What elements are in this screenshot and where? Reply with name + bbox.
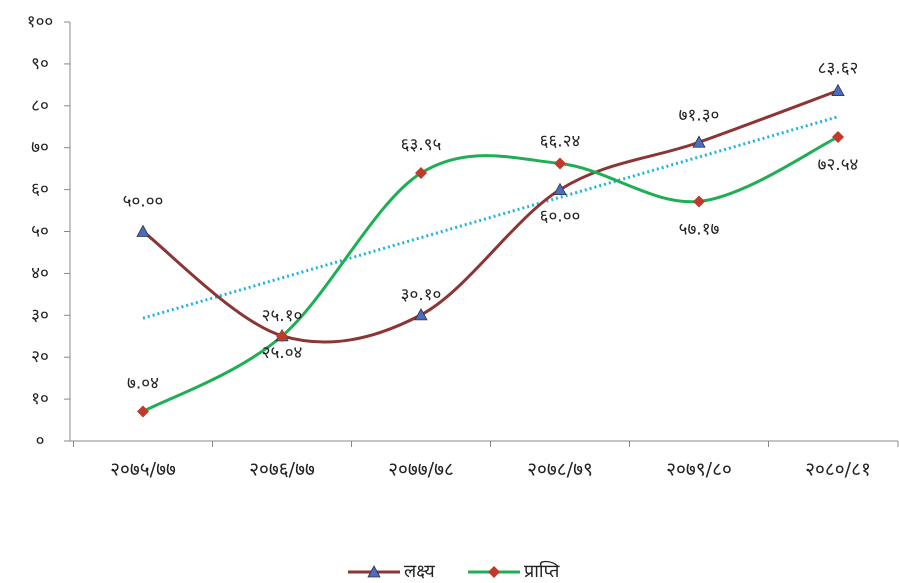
series-line [142,89,839,344]
data-point [276,330,288,343]
y-tick-label: ६० [31,180,49,200]
y-tick-label: २० [31,347,49,367]
data-point [553,182,567,195]
series-line [142,135,839,413]
x-tick-label: २०८०/८१ [805,459,871,481]
x-tick-label: २०७८/७९ [527,459,593,481]
data-point [554,157,566,170]
y-tick-label: ९० [31,54,49,74]
x-tick-label: २०७६/७७ [249,459,315,481]
data-label: ८३.६२ [818,59,859,79]
data-label: ३०.१० [401,285,442,305]
data-point [137,405,149,418]
trendline [142,115,839,320]
data-point [415,167,427,180]
data-label: ७.०४ [127,374,159,394]
legend-marker [367,565,381,578]
x-tick-label: २०७७/७८ [388,459,454,481]
legend-marker [488,566,500,578]
data-point [832,131,844,144]
data-label: ७१.३० [679,105,720,125]
data-label: ६३.९५ [401,135,442,155]
y-tick-label: ८० [31,96,49,116]
data-label: ६६.२४ [540,131,581,151]
legend-label: प्राप्ति [524,560,560,582]
data-point [693,195,705,208]
data-point [136,224,150,237]
data-point [692,135,706,148]
data-label: ५०.०० [123,192,164,212]
data-point [831,83,845,97]
data-label: ७२.५४ [818,155,859,175]
y-tick-label: ० [36,431,45,451]
data-label: ५७.१७ [679,219,720,239]
x-tick-label: २०७५/७७ [110,459,176,481]
data-label: ६०.०० [540,207,581,227]
y-tick-label: ५० [31,222,49,242]
y-tick-label: ७० [31,138,49,158]
y-tick-label: १० [31,389,49,409]
data-point [414,308,428,321]
y-tick-label: ४० [31,263,49,283]
data-label: २५.१० [262,306,303,326]
legend-label: लक्ष्य [404,561,435,582]
data-label: २५.०४ [262,343,303,363]
y-tick-label: १०० [27,12,54,32]
x-tick-label: २०७९/८० [666,459,732,481]
y-tick-label: ३० [31,305,49,325]
